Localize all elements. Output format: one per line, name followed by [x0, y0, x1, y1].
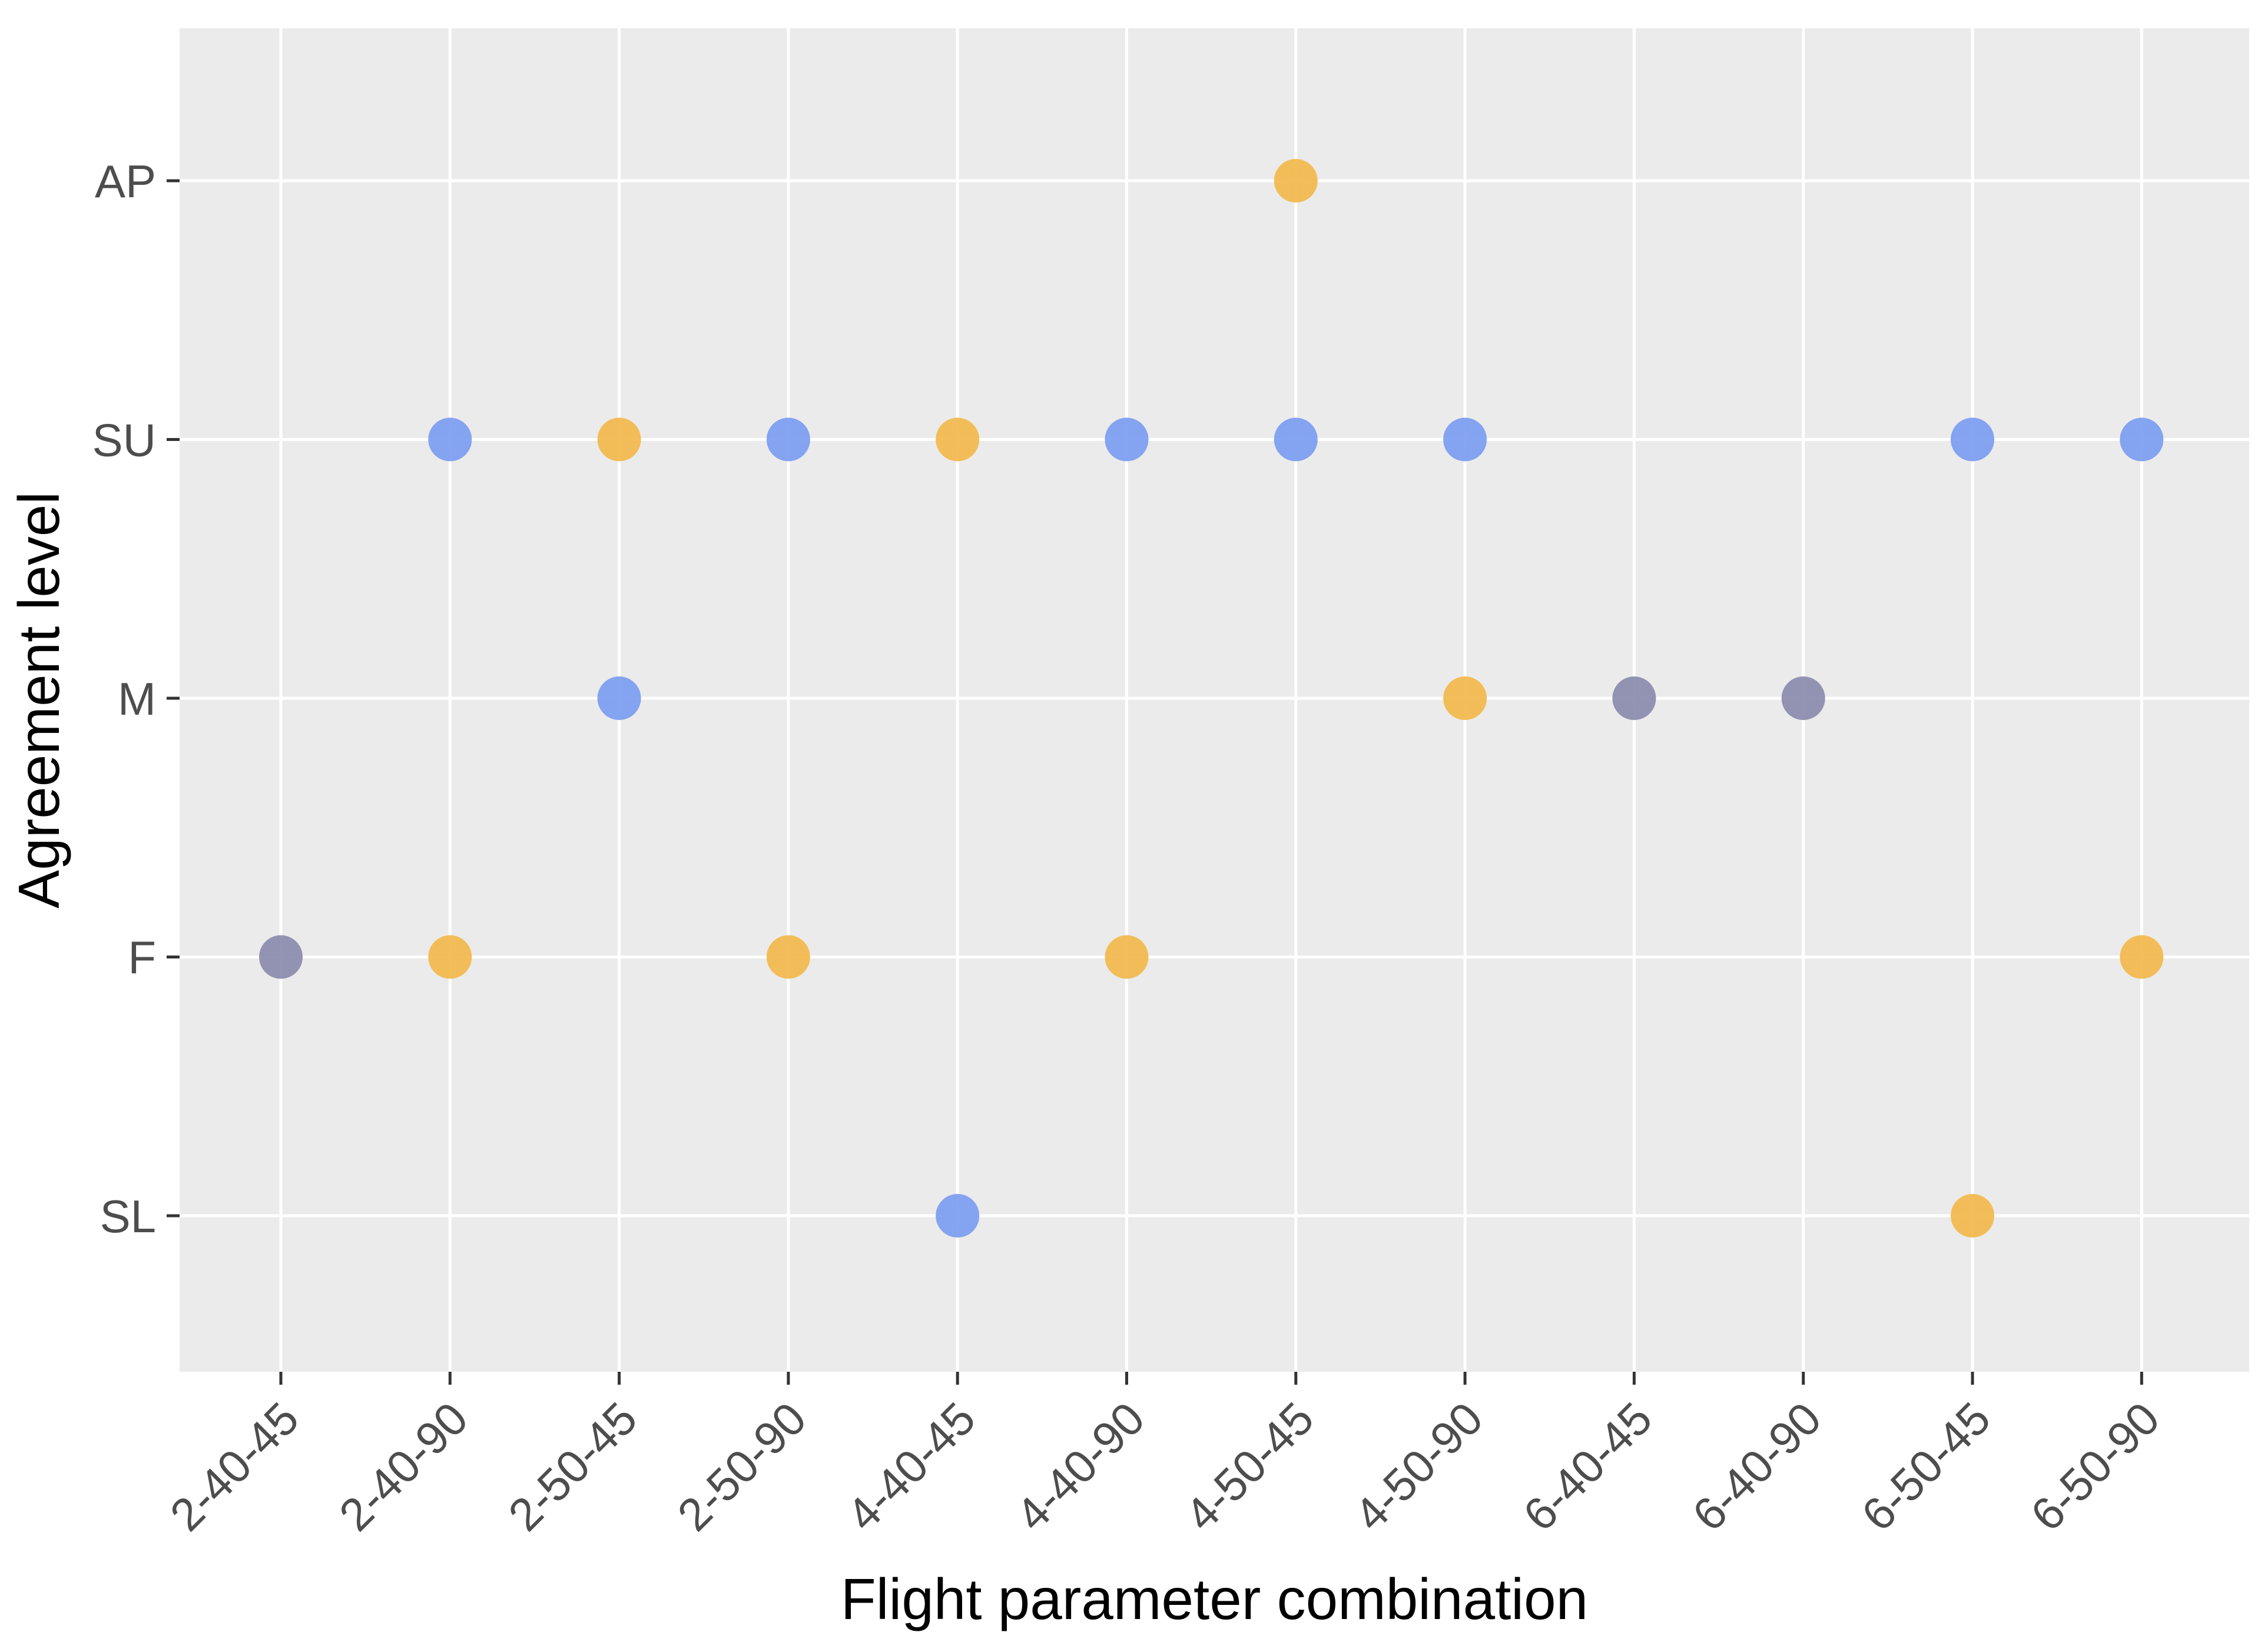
data-point-blue: [1951, 417, 1994, 462]
x-tick-label: 4-40-45: [837, 1392, 985, 1541]
x-tick-label: 2-40-45: [160, 1392, 309, 1541]
data-point-blue: [428, 417, 472, 462]
x-tick-label: 6-50-90: [2021, 1392, 2169, 1541]
y-axis: SL F M SU AP: [92, 155, 180, 1242]
data-point-orange: [1274, 159, 1318, 203]
data-point-orange: [766, 935, 810, 979]
data-point-orange: [1443, 676, 1487, 720]
y-tick-label: SU: [92, 414, 156, 466]
plot-panel: [180, 28, 2249, 1372]
x-tick-label: 2-40-90: [329, 1392, 478, 1541]
data-point-orange: [1951, 1194, 1994, 1238]
x-tick-label: 6-40-45: [1513, 1392, 1662, 1541]
x-tick-label: 2-50-90: [668, 1392, 816, 1541]
grid-lines: [180, 28, 2249, 1372]
data-point-blue: [936, 1194, 980, 1238]
x-tick-label: 6-50-45: [1852, 1392, 2000, 1541]
x-tick-label: 4-50-90: [1344, 1392, 1493, 1541]
y-axis-title: Agreement level: [6, 492, 71, 908]
data-point-overlap: [1781, 676, 1825, 720]
y-tick-label: AP: [95, 155, 156, 207]
data-point-orange: [428, 935, 472, 979]
y-tick-label: M: [118, 673, 156, 725]
data-point-blue: [597, 676, 641, 720]
x-tick-label: 4-40-90: [1006, 1392, 1154, 1541]
x-tick-label: 2-50-45: [498, 1392, 647, 1541]
y-tick-label: F: [128, 932, 156, 984]
data-point-orange: [1105, 935, 1149, 979]
data-point-orange: [2120, 935, 2164, 979]
data-point-blue: [1443, 417, 1487, 462]
x-tick-label: 4-50-45: [1175, 1392, 1323, 1541]
data-point-blue: [1274, 417, 1318, 462]
data-point-overlap: [1612, 676, 1656, 720]
x-axis-title: Flight parameter combination: [841, 1567, 1588, 1631]
data-point-overlap: [259, 935, 303, 979]
data-points: [259, 159, 2164, 1238]
x-tick-label: 6-40-90: [1682, 1392, 1831, 1541]
data-point-blue: [766, 417, 810, 462]
x-axis: 2-40-45 2-40-90 2-50-45 2-50-90 4-40-45 4-40-…: [160, 1372, 2169, 1541]
y-tick-label: SL: [100, 1190, 156, 1242]
data-point-blue: [1105, 417, 1149, 462]
data-point-orange: [936, 417, 980, 462]
data-point-orange: [597, 417, 641, 462]
data-point-blue: [2120, 417, 2164, 462]
